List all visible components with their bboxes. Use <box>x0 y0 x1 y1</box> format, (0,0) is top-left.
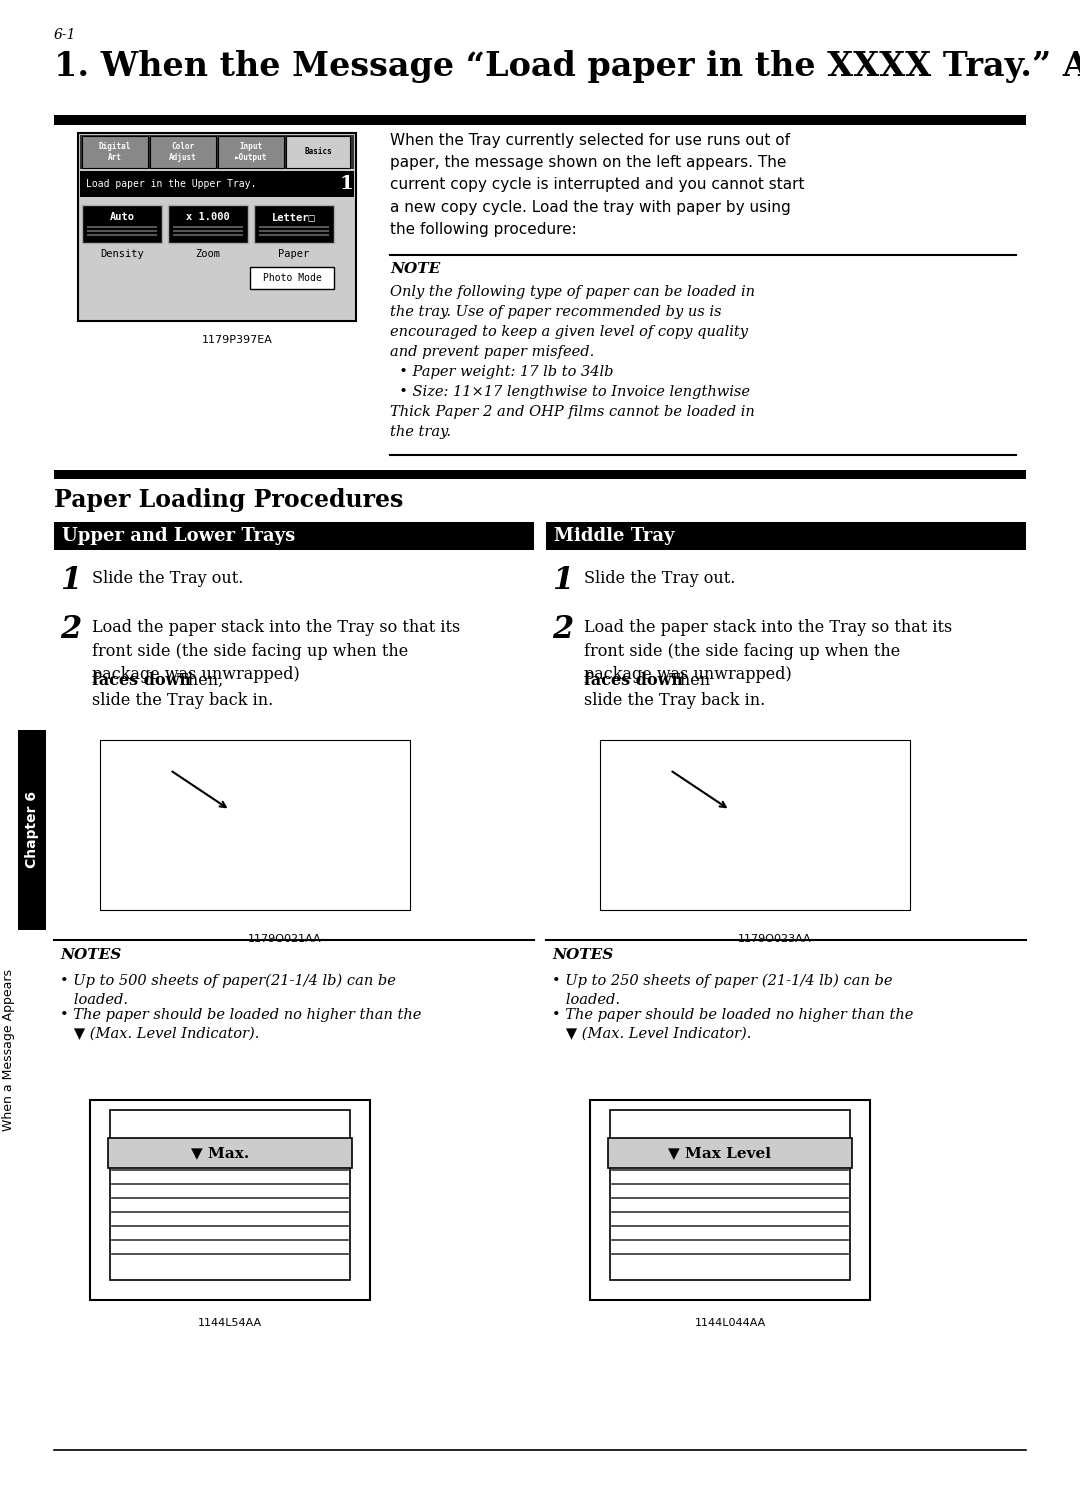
Text: x 1.000: x 1.000 <box>186 212 230 221</box>
Text: Paper: Paper <box>279 249 310 258</box>
Bar <box>82 137 148 168</box>
Text: 2: 2 <box>60 613 81 644</box>
Text: Middle Tray: Middle Tray <box>554 527 675 545</box>
Text: NOTES: NOTES <box>60 947 121 962</box>
Text: faces down: faces down <box>584 673 683 689</box>
Text: Input
►Output: Input ►Output <box>234 143 267 162</box>
Text: • The paper should be loaded no higher than the
   ▼ (Max. Level Indicator).: • The paper should be loaded no higher t… <box>552 1008 914 1041</box>
Bar <box>90 1100 370 1299</box>
Bar <box>18 731 46 930</box>
Bar <box>608 1138 852 1169</box>
Bar <box>168 205 248 244</box>
Bar <box>610 1109 850 1280</box>
Text: Basics: Basics <box>305 147 332 156</box>
Bar <box>249 267 334 290</box>
Text: Only the following type of paper can be loaded in
the tray. Use of paper recomme: Only the following type of paper can be … <box>390 285 755 440</box>
Text: Load the paper stack into the Tray so that its
front side (the side facing up wh: Load the paper stack into the Tray so th… <box>92 619 460 683</box>
Text: Letter□: Letter□ <box>272 212 315 221</box>
Text: . Then,: . Then, <box>167 673 224 689</box>
Text: slide the Tray back in.: slide the Tray back in. <box>584 692 766 708</box>
Bar <box>254 205 334 244</box>
Text: 1: 1 <box>552 564 573 595</box>
Text: Photo Mode: Photo Mode <box>262 273 322 284</box>
Text: 1179P397EA: 1179P397EA <box>202 336 272 345</box>
Bar <box>54 469 1026 480</box>
Text: Load paper in the Upper Tray.: Load paper in the Upper Tray. <box>86 180 256 189</box>
Text: 1179O021AA: 1179O021AA <box>248 934 322 944</box>
Text: 1144L54AA: 1144L54AA <box>198 1319 262 1328</box>
Text: NOTES: NOTES <box>552 947 613 962</box>
Text: • Up to 250 sheets of paper (21-1/4 lb) can be
   loaded.: • Up to 250 sheets of paper (21-1/4 lb) … <box>552 974 892 1007</box>
Text: 1: 1 <box>339 175 353 193</box>
Bar <box>80 135 354 169</box>
Text: 1179O023AA: 1179O023AA <box>739 934 812 944</box>
Text: Zoom: Zoom <box>195 249 220 258</box>
Bar <box>590 1100 870 1299</box>
Text: NOTE: NOTE <box>390 261 441 276</box>
Text: • Up to 500 sheets of paper(21-1/4 lb) can be
   loaded.: • Up to 500 sheets of paper(21-1/4 lb) c… <box>60 974 396 1007</box>
Text: • The paper should be loaded no higher than the
   ▼ (Max. Level Indicator).: • The paper should be loaded no higher t… <box>60 1008 421 1041</box>
Text: Slide the Tray out.: Slide the Tray out. <box>584 570 735 587</box>
Bar <box>82 205 162 244</box>
Bar <box>54 523 534 549</box>
Bar <box>78 134 356 321</box>
Text: ▼ Max.: ▼ Max. <box>191 1146 249 1160</box>
Text: Density: Density <box>100 249 144 258</box>
Bar <box>54 114 1026 125</box>
Bar <box>546 523 1026 549</box>
Text: . Then: . Then <box>659 673 711 689</box>
Text: When the Tray currently selected for use runs out of
paper, the message shown on: When the Tray currently selected for use… <box>390 134 805 236</box>
Text: 6-1: 6-1 <box>54 28 77 42</box>
Text: Chapter 6: Chapter 6 <box>25 792 39 869</box>
Bar <box>80 171 354 198</box>
Text: When a Message Appears: When a Message Appears <box>2 970 15 1132</box>
Text: 1. When the Message “Load paper in the XXXX Tray.” Appears: 1. When the Message “Load paper in the X… <box>54 50 1080 83</box>
Text: Auto: Auto <box>109 212 135 221</box>
Bar <box>286 137 350 168</box>
Text: Color
Adjust: Color Adjust <box>170 143 197 162</box>
Text: faces down: faces down <box>92 673 191 689</box>
Text: ▼ Max Level: ▼ Max Level <box>669 1146 771 1160</box>
Text: 1144L044AA: 1144L044AA <box>694 1319 766 1328</box>
Text: Paper Loading Procedures: Paper Loading Procedures <box>54 489 403 512</box>
Text: Slide the Tray out.: Slide the Tray out. <box>92 570 243 587</box>
Text: 1: 1 <box>60 564 81 595</box>
Text: 2: 2 <box>552 613 573 644</box>
Bar <box>218 137 284 168</box>
Text: Load the paper stack into the Tray so that its
front side (the side facing up wh: Load the paper stack into the Tray so th… <box>584 619 953 683</box>
Text: slide the Tray back in.: slide the Tray back in. <box>92 692 273 708</box>
Bar <box>108 1138 352 1169</box>
Text: Upper and Lower Trays: Upper and Lower Trays <box>62 527 295 545</box>
Bar <box>150 137 216 168</box>
Text: Digital
Art: Digital Art <box>98 143 131 162</box>
Bar <box>110 1109 350 1280</box>
